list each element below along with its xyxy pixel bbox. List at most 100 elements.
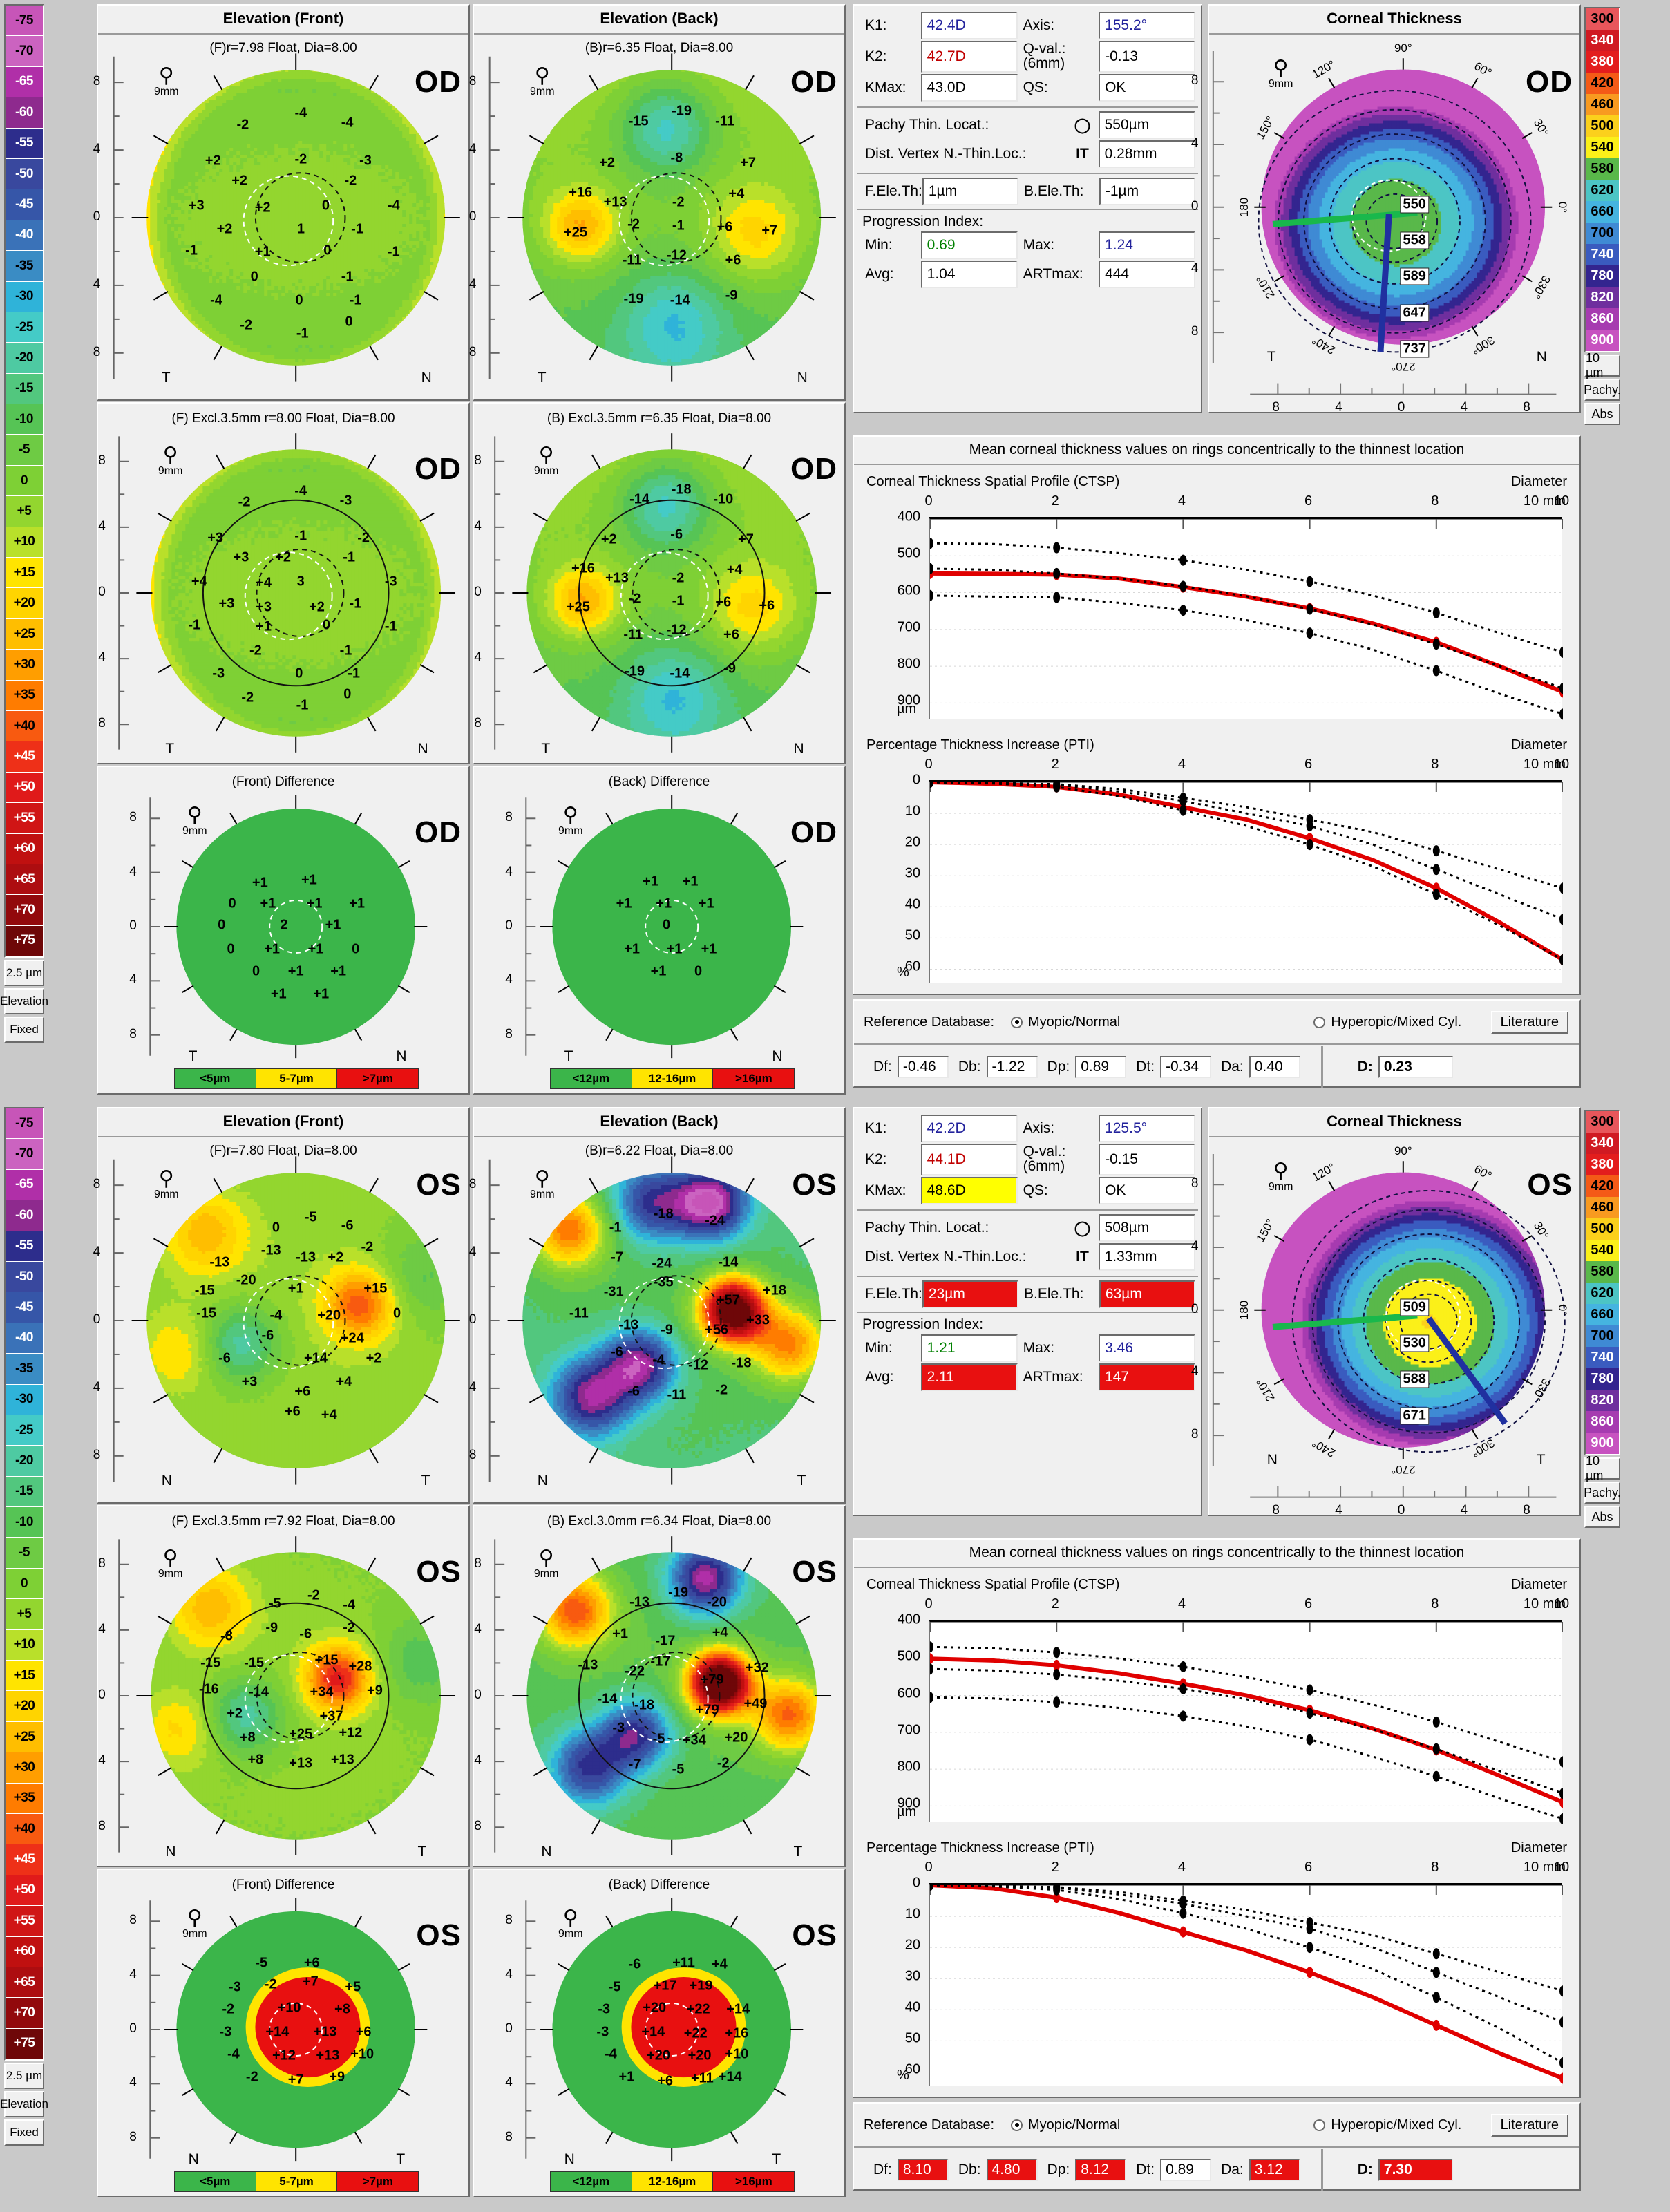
chart-x-tick-label: 4: [1178, 1596, 1186, 1612]
map-value-label: 0: [251, 270, 258, 285]
chart-y-tick-label: 600: [898, 1685, 924, 1701]
map-axis-tick-label: 4: [474, 650, 482, 665]
chart-y-unit-label: %: [897, 2068, 909, 2083]
pachy-scale-mode[interactable]: Pachy.: [1584, 379, 1620, 401]
f-ele-th-value: 1µm: [922, 178, 1018, 205]
radio-hyperopic-mixed[interactable]: Hyperopic/Mixed Cyl.: [1313, 2117, 1461, 2133]
k-label: K2:: [860, 41, 921, 73]
pachy-scale-abs[interactable]: Abs: [1584, 403, 1620, 425]
map-axis-label-left: N: [541, 1844, 551, 1860]
k-label-right-text: Axis:: [1023, 17, 1055, 34]
map-value-label: +1: [288, 964, 304, 980]
map-value-label: -4: [605, 2047, 617, 2063]
map-value-label: -3: [340, 493, 352, 509]
map-value-label: 0: [295, 293, 303, 309]
elevation-scale-fixed[interactable]: Fixed: [4, 2119, 44, 2146]
map-value-label: -14: [670, 665, 690, 681]
map-value-label: -7: [611, 1249, 623, 1265]
chart-y-tick-label: 400: [898, 509, 924, 525]
elevation-scale-step: +5: [6, 496, 43, 527]
elevation-scale-fixed[interactable]: Fixed: [4, 1017, 44, 1043]
pachy-scale-mode[interactable]: Pachy.: [1584, 1482, 1620, 1504]
pachy-scale-abs[interactable]: Abs: [1584, 1506, 1620, 1528]
map-value-label: -5: [653, 1731, 665, 1747]
elevation-scale-mode[interactable]: Elevation: [4, 2091, 44, 2117]
map-value-label: -4: [294, 484, 307, 500]
elevation-scale-colors: -75 -70 -65 -60 -55 -50 -45 -40 -35 -30 -25 -20 -15-…: [4, 4, 44, 958]
b-ele-th-label: B.Ele.Th:: [1018, 178, 1099, 205]
pachy-axis-y-label: 8: [1191, 73, 1199, 88]
k-row-0: K1: 42.4D Axis: 155.2°: [860, 12, 1195, 39]
map-axis-tick-label: 8: [98, 453, 106, 469]
elevation-scale-step: -15: [6, 374, 43, 404]
map-axis-label-right: N: [417, 741, 428, 757]
map-value-label: -11: [623, 253, 642, 269]
map-value-label: +6: [294, 1384, 310, 1400]
map-value-label: +12: [272, 2048, 296, 2064]
map-value-label: -3: [612, 1720, 625, 1736]
prog-label-right: ARTmax:: [1018, 1363, 1099, 1391]
elevation-scale-step: +40: [6, 711, 43, 741]
chart-x-tick-label: 10: [1554, 493, 1569, 509]
chart-subtitle: Corneal Thickness Spatial Profile (CTSP): [866, 474, 1119, 490]
map-value-label: +4: [712, 1956, 728, 1972]
radio-myopic-normal[interactable]: Myopic/Normal: [1011, 1014, 1120, 1030]
map-value-label: +7: [740, 155, 756, 171]
pachy-axis-x-label: 8: [1523, 1503, 1530, 1518]
chart-x-tick-label: 0: [924, 1860, 932, 1875]
elevation-scale-step: +35: [6, 1784, 43, 1814]
pachy-scale-step: 820: [1586, 1390, 1619, 1411]
map-axis-label-right: N: [793, 741, 804, 757]
pachy-location-group: Pachy Thin. Locat.: ◯ 508µm Dist. Vertex N.…: [857, 1211, 1198, 1277]
eye-label: OS: [792, 1555, 837, 1589]
radio-myopic-normal[interactable]: Myopic/Normal: [1011, 2117, 1120, 2133]
difference-legend-cell: <12µm: [551, 2172, 632, 2191]
literature-button[interactable]: Literature: [1491, 1011, 1569, 1034]
map-plot-area: 8 4 0 4 8 N T ⚲ 9mm OS -13 -19 -20 +1 -17 +4 -13 -22 -17 +7…: [474, 1527, 847, 1864]
magnifier-indicator: ⚲ 9mm: [158, 445, 183, 477]
chart-svg: [930, 1885, 1563, 2088]
map-value-label: +9: [367, 1683, 383, 1699]
radio-icon-selected[interactable]: [1011, 2119, 1023, 2131]
map-value-label: +32: [746, 1661, 769, 1676]
map-value-label: +7: [303, 1974, 319, 1989]
pachy-scale-step: 700: [1586, 223, 1619, 244]
map-title: Elevation (Back): [474, 1108, 844, 1137]
map-value-label: -15: [629, 113, 649, 129]
pachy-scale-step: 500: [1586, 1218, 1619, 1240]
chart-diameter-label: Diameter: [1511, 1840, 1567, 1856]
elevation-scale-mode[interactable]: Elevation: [4, 988, 44, 1014]
map-axis-label-left: N: [564, 2151, 575, 2168]
elevation-map-tile: (Back) Difference 8 4 0 4 8 T N ⚲ 9mm OD +1 +1 +1 +1 +1…: [473, 766, 846, 1095]
chart-x-tick-label: 0: [924, 757, 932, 773]
radio-icon-unselected[interactable]: [1313, 2119, 1325, 2131]
map-value-label: +1: [667, 941, 683, 957]
pachy-axis-x-label: 8: [1523, 400, 1530, 415]
pachy-marker: IT: [1061, 1243, 1098, 1271]
map-value-label: -3: [219, 2024, 231, 2040]
f-ele-th-label: F.Ele.Th:: [860, 1280, 922, 1308]
map-value-label: -12: [667, 622, 687, 638]
map-value-label: -6: [627, 1384, 640, 1400]
map-value-label: +1: [308, 941, 324, 957]
radio-icon-selected[interactable]: [1011, 1017, 1023, 1028]
literature-button[interactable]: Literature: [1491, 2114, 1569, 2137]
map-value-label: +11: [691, 2071, 714, 2087]
map-axis-tick-label: 8: [98, 1819, 106, 1834]
chart-x-tick-label: 8: [1431, 1596, 1439, 1612]
map-value-label: -11: [623, 627, 643, 643]
pachy-scale-bar: 300 340 380 420 460 500 540 580 620 660 700 740 780 8…: [1584, 7, 1620, 425]
map-axis-tick-label: 8: [93, 1177, 101, 1192]
chart-y-tick-label: 700: [898, 1722, 924, 1738]
map-axis-tick-label: 8: [129, 810, 137, 825]
map-value-label: +1: [624, 941, 640, 957]
map-plot-area: 8 4 0 4 8 T N ⚲ 9mm OD +1 +1 +1 +1 +1 0 +1 +1 +1 +1 0: [474, 788, 847, 1066]
pachy-axis-x-label: 4: [1335, 1503, 1342, 1518]
chart-y-tick-label: 10: [905, 1907, 924, 1922]
radio-hyperopic-mixed[interactable]: Hyperopic/Mixed Cyl.: [1313, 1014, 1461, 1030]
map-plot-area: 8 4 0 4 8 N T ⚲ 9mm OS -5 +6 -3 -2 +7 +5 -2 +10 +8 -3 +14 +13…: [98, 1891, 471, 2168]
chart-x-tick-label: 6: [1304, 1596, 1312, 1612]
elevation-scale-step: -65: [6, 1170, 43, 1200]
radio-icon-unselected[interactable]: [1313, 1017, 1325, 1028]
pachy-marker: ◯: [1061, 111, 1098, 139]
